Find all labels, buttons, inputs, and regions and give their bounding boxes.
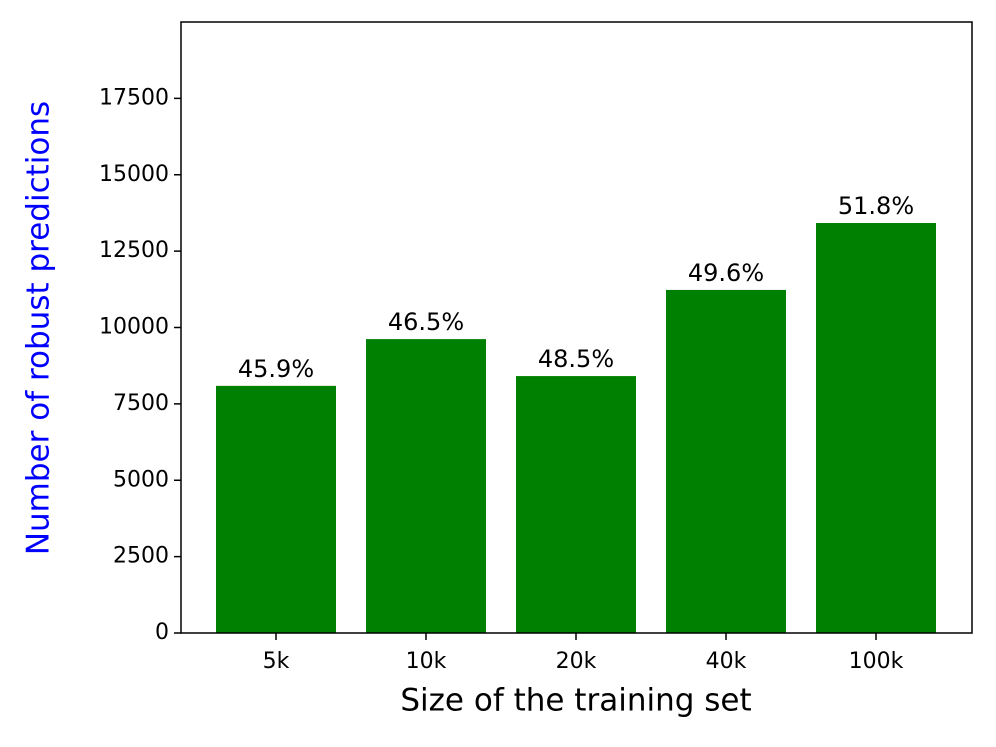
bar-annotation: 46.5% [388,308,464,336]
bar [666,289,786,633]
y-tick-label: 12500 [99,238,169,263]
bar-annotation: 49.6% [688,259,764,287]
x-tick-label: 100k [849,649,904,674]
y-tick-label: 5000 [113,467,169,492]
y-axis-label: Number of robust predictions [21,101,57,555]
y-tick-label: 2500 [113,544,169,569]
y-tick-label: 15000 [99,162,169,187]
bar-annotation: 51.8% [838,192,914,220]
y-tick-label: 17500 [99,85,169,110]
x-tick-label: 20k [556,649,597,674]
bar [216,385,336,633]
bar [366,339,486,633]
y-tick-label: 0 [155,620,169,645]
bar [816,223,936,634]
x-tick-label: 5k [263,649,290,674]
y-tick-label: 7500 [113,391,169,416]
x-axis-label: Size of the training set [400,683,751,719]
bar-annotation: 45.9% [238,355,314,383]
bar [516,376,636,633]
x-tick-label: 10k [406,649,447,674]
x-tick-label: 40k [706,649,747,674]
plot-frame [180,21,973,634]
bar-annotation: 48.5% [538,345,614,373]
y-tick-label: 10000 [99,315,169,340]
